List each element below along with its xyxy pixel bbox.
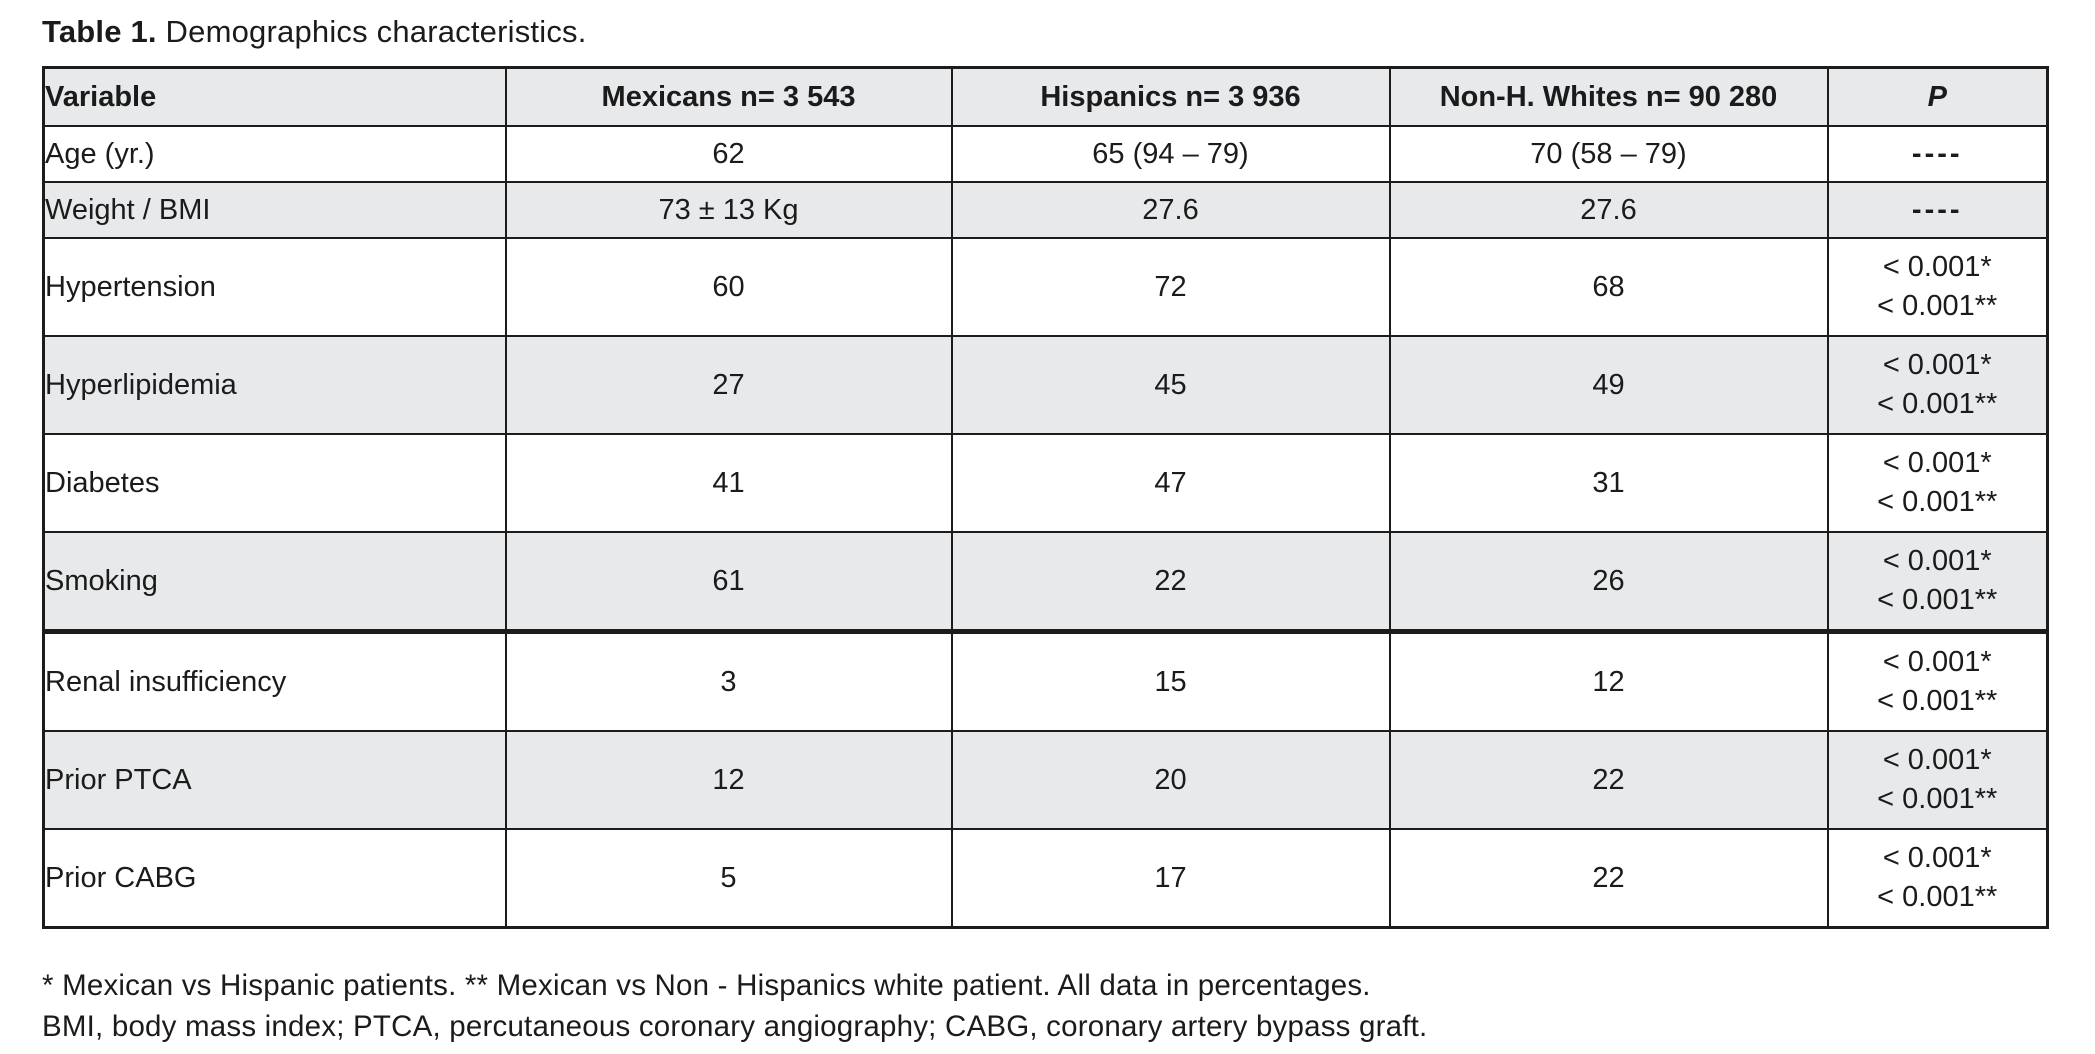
footnote-symbols: * Mexican vs Hispanic patients. ** Mexic… <box>42 969 1371 1002</box>
table-title-label: Table 1. <box>42 14 157 49</box>
column-header-hispanics: Hispanics n= 3 936 <box>950 66 1391 127</box>
table-title-text: Demographics characteristics. <box>156 14 587 49</box>
cell-whites: 68 <box>1388 237 1829 337</box>
table-row-weight-bmi: Weight / BMI 73 ± 13 Kg 27.6 27.6 ---- <box>42 181 2049 239</box>
cell-p-value: < 0.001* < 0.001** <box>1826 237 2049 337</box>
table-row-prior-ptca: Prior PTCA 12 20 22 < 0.001* < 0.001** <box>42 730 2049 830</box>
column-header-non-h-whites: Non-H. Whites n= 90 280 <box>1388 66 1829 127</box>
table-row-diabetes: Diabetes 41 47 31 < 0.001* < 0.001** <box>42 433 2049 533</box>
cell-p-value: < 0.001* < 0.001** <box>1826 433 2049 533</box>
cell-mexicans: 27 <box>504 335 953 435</box>
cell-hispanics: 72 <box>950 237 1391 337</box>
p-value-line-2: < 0.001** <box>1877 881 1998 913</box>
p-value-line-1: < 0.001* <box>1882 545 1992 577</box>
table-title: Table 1. Demographics characteristics. <box>42 14 2095 50</box>
cell-p-value: < 0.001* < 0.001** <box>1826 531 2049 634</box>
table-row-renal-insufficiency: Renal insufficiency 3 15 12 < 0.001* < 0… <box>42 630 2049 732</box>
cell-variable: Prior PTCA <box>42 730 507 830</box>
table-footnotes: * Mexican vs Hispanic patients. ** Mexic… <box>42 965 2095 1047</box>
p-value-line-1: < 0.001* <box>1882 646 1992 678</box>
cell-mexicans: 12 <box>504 730 953 830</box>
p-value-line-2: < 0.001** <box>1877 290 1998 322</box>
header-row: Variable Mexicans n= 3 543 Hispanics n= … <box>42 66 2049 127</box>
table-row-smoking: Smoking 61 22 26 < 0.001* < 0.001** <box>42 531 2049 634</box>
cell-hispanics: 65 (94 – 79) <box>950 125 1391 183</box>
cell-variable: Hypertension <box>42 237 507 337</box>
cell-hispanics: 17 <box>950 828 1391 929</box>
cell-variable: Prior CABG <box>42 828 507 929</box>
cell-hispanics: 47 <box>950 433 1391 533</box>
p-value-line-2: < 0.001** <box>1877 783 1998 815</box>
cell-variable: Age (yr.) <box>42 125 507 183</box>
cell-variable: Hyperlipidemia <box>42 335 507 435</box>
p-value-line-1: < 0.001* <box>1882 349 1992 381</box>
cell-variable: Weight / BMI <box>42 181 507 239</box>
cell-whites: 49 <box>1388 335 1829 435</box>
cell-mexicans: 5 <box>504 828 953 929</box>
p-value-line-2: < 0.001** <box>1877 685 1998 717</box>
column-header-variable: Variable <box>42 66 507 127</box>
cell-mexicans: 60 <box>504 237 953 337</box>
cell-variable: Renal insufficiency <box>42 630 507 732</box>
cell-hispanics: 15 <box>950 630 1391 732</box>
cell-hispanics: 22 <box>950 531 1391 634</box>
table-row-hyperlipidemia: Hyperlipidemia 27 45 49 < 0.001* < 0.001… <box>42 335 2049 435</box>
cell-whites: 26 <box>1388 531 1829 634</box>
cell-mexicans: 61 <box>504 531 953 634</box>
p-value-line-2: < 0.001** <box>1877 486 1998 518</box>
cell-whites: 31 <box>1388 433 1829 533</box>
p-value-line-2: < 0.001** <box>1877 388 1998 420</box>
cell-mexicans: 73 ± 13 Kg <box>504 181 953 239</box>
table-row-hypertension: Hypertension 60 72 68 < 0.001* < 0.001** <box>42 237 2049 337</box>
cell-hispanics: 45 <box>950 335 1391 435</box>
p-value-line-1: < 0.001* <box>1882 251 1992 283</box>
cell-whites: 12 <box>1388 630 1829 732</box>
cell-p-value: < 0.001* < 0.001** <box>1826 630 2049 732</box>
cell-hispanics: 20 <box>950 730 1391 830</box>
cell-whites: 27.6 <box>1388 181 1829 239</box>
table-row-age: Age (yr.) 62 65 (94 – 79) 70 (58 – 79) -… <box>42 125 2049 183</box>
demographics-table: Variable Mexicans n= 3 543 Hispanics n= … <box>42 66 2049 929</box>
cell-whites: 22 <box>1388 730 1829 830</box>
cell-mexicans: 3 <box>504 630 953 732</box>
cell-p-value: < 0.001* < 0.001** <box>1826 730 2049 830</box>
footnote-abbreviations: BMI, body mass index; PTCA, percutaneous… <box>42 1010 1428 1043</box>
cell-whites: 22 <box>1388 828 1829 929</box>
column-header-mexicans: Mexicans n= 3 543 <box>504 66 953 127</box>
p-value-line-1: < 0.001* <box>1882 447 1992 479</box>
cell-variable: Diabetes <box>42 433 507 533</box>
p-value-line-1: < 0.001* <box>1882 744 1992 776</box>
cell-variable: Smoking <box>42 531 507 634</box>
cell-p-value: ---- <box>1826 181 2049 239</box>
cell-mexicans: 62 <box>504 125 953 183</box>
cell-whites: 70 (58 – 79) <box>1388 125 1829 183</box>
column-header-p: P <box>1826 66 2049 127</box>
p-value-line-1: < 0.001* <box>1882 842 1992 874</box>
cell-p-value: < 0.001* < 0.001** <box>1826 335 2049 435</box>
cell-mexicans: 41 <box>504 433 953 533</box>
table-row-prior-cabg: Prior CABG 5 17 22 < 0.001* < 0.001** <box>42 828 2049 929</box>
cell-hispanics: 27.6 <box>950 181 1391 239</box>
p-value-line-2: < 0.001** <box>1877 584 1998 616</box>
cell-p-value: ---- <box>1826 125 2049 183</box>
cell-p-value: < 0.001* < 0.001** <box>1826 828 2049 929</box>
